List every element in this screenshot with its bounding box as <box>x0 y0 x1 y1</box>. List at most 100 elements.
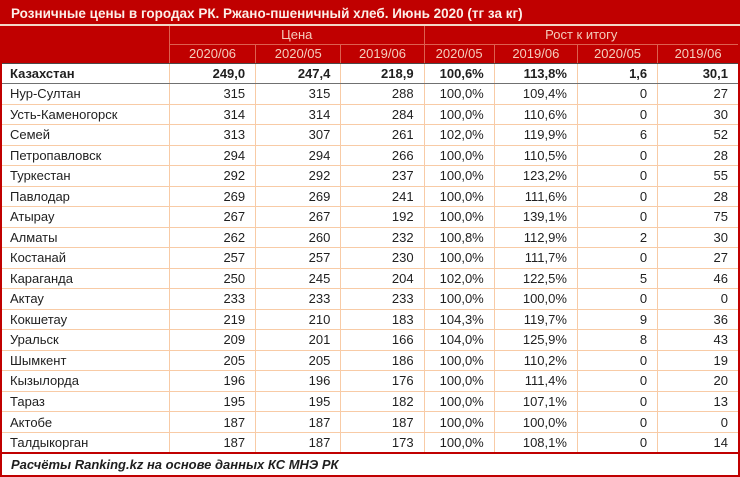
value-cell: 269 <box>168 185 257 208</box>
value-cell: 288 <box>340 83 425 105</box>
table-row: Кызылорда 196 196 176 100,0% 111,4% 0 20 <box>0 370 740 392</box>
table-row: Петропавловск 294 294 266 100,0% 110,5% 0 28 <box>0 144 740 167</box>
table-row: Алматы 262 260 232 100,8% 112,9% 2 30 <box>0 226 740 249</box>
value-cell: 6 <box>576 124 659 146</box>
value-cell: 75 <box>657 206 740 228</box>
table-row: Кокшетау 219 210 183 104,3% 119,7% 9 36 <box>0 308 740 331</box>
region-name: Алматы <box>0 226 170 249</box>
table-row: Нур-Султан 315 315 288 100,0% 109,4% 0 27 <box>0 83 740 105</box>
col-header-price-3: 2019/06 <box>340 43 425 64</box>
value-cell: 0 <box>657 288 740 310</box>
value-cell: 0 <box>576 411 659 433</box>
region-name: Петропавловск <box>0 144 170 167</box>
value-cell: 266 <box>340 144 425 167</box>
title-row: Розничные цены в городах РК. Ржано-пшени… <box>1 1 739 26</box>
value-cell: 110,2% <box>493 349 578 372</box>
table-body: Казахстан 249,0 247,4 218,9 100,6% 113,8… <box>0 62 740 454</box>
value-cell: 245 <box>255 267 342 290</box>
value-cell: 187 <box>255 411 342 433</box>
value-cell: 100,0% <box>423 144 495 167</box>
value-cell: 100,0% <box>423 411 495 433</box>
value-cell: 109,4% <box>493 83 578 105</box>
value-cell: 315 <box>168 83 257 105</box>
value-cell: 9 <box>576 308 659 331</box>
value-cell: 196 <box>168 370 257 392</box>
table-row: Талдыкорган 187 187 173 100,0% 108,1% 0 14 <box>0 431 740 454</box>
footer-row: Расчёты Ranking.kz на основе данных КС М… <box>1 452 739 476</box>
table-row: Павлодар 269 269 241 100,0% 111,6% 0 28 <box>0 185 740 208</box>
value-cell: 100,0% <box>423 390 495 413</box>
value-cell: 205 <box>255 349 342 372</box>
value-cell: 307 <box>255 124 342 146</box>
value-cell: 204 <box>340 267 425 290</box>
col-header-price-2: 2020/05 <box>255 43 342 64</box>
value-cell: 100,0% <box>423 349 495 372</box>
value-cell: 247,4 <box>255 62 342 85</box>
value-cell: 267 <box>255 206 342 228</box>
region-name: Атырау <box>0 206 170 228</box>
value-cell: 111,4% <box>493 370 578 392</box>
value-cell: 233 <box>255 288 342 310</box>
value-cell: 250 <box>168 267 257 290</box>
value-cell: 43 <box>657 329 740 351</box>
value-cell: 100,0% <box>423 288 495 310</box>
value-cell: 14 <box>657 431 740 454</box>
table-row: Семей 313 307 261 102,0% 119,9% 6 52 <box>0 124 740 146</box>
value-cell: 125,9% <box>493 329 578 351</box>
value-cell: 315 <box>255 83 342 105</box>
region-name: Кокшетау <box>0 308 170 331</box>
value-cell: 173 <box>340 431 425 454</box>
table-row: Уральск 209 201 166 104,0% 125,9% 8 43 <box>0 329 740 351</box>
region-name: Костанай <box>0 247 170 269</box>
value-cell: 20 <box>657 370 740 392</box>
value-cell: 241 <box>340 185 425 208</box>
col-header-growth-4: 2019/06 <box>657 43 740 64</box>
value-cell: 230 <box>340 247 425 269</box>
value-cell: 176 <box>340 370 425 392</box>
region-name: Талдыкорган <box>0 431 170 454</box>
value-cell: 232 <box>340 226 425 249</box>
value-cell: 19 <box>657 349 740 372</box>
table-header: Розничные цены в городах РК. Ржано-пшени… <box>0 1 740 64</box>
value-cell: 27 <box>657 83 740 105</box>
value-cell: 122,5% <box>493 267 578 290</box>
value-cell: 257 <box>255 247 342 269</box>
value-cell: 1,6 <box>576 62 659 85</box>
value-cell: 5 <box>576 267 659 290</box>
value-cell: 260 <box>255 226 342 249</box>
region-name: Караганда <box>0 267 170 290</box>
value-cell: 187 <box>340 411 425 433</box>
table-row: Туркестан 292 292 237 100,0% 123,2% 0 55 <box>0 165 740 187</box>
value-cell: 0 <box>576 390 659 413</box>
value-cell: 30,1 <box>657 62 740 85</box>
value-cell: 0 <box>576 165 659 187</box>
value-cell: 2 <box>576 226 659 249</box>
price-group-header: Цена <box>168 24 425 45</box>
value-cell: 186 <box>340 349 425 372</box>
region-column-header <box>0 24 170 64</box>
table-footer: Расчёты Ranking.kz на основе данных КС М… <box>1 452 739 476</box>
value-cell: 110,5% <box>493 144 578 167</box>
value-cell: 205 <box>168 349 257 372</box>
value-cell: 218,9 <box>340 62 425 85</box>
value-cell: 104,3% <box>423 308 495 331</box>
value-cell: 0 <box>576 349 659 372</box>
value-cell: 13 <box>657 390 740 413</box>
value-cell: 100,6% <box>423 62 495 85</box>
value-cell: 28 <box>657 144 740 167</box>
value-cell: 100,0% <box>423 370 495 392</box>
value-cell: 100,0% <box>423 165 495 187</box>
value-cell: 0 <box>576 144 659 167</box>
value-cell: 195 <box>168 390 257 413</box>
value-cell: 30 <box>657 103 740 126</box>
value-cell: 100,0% <box>493 411 578 433</box>
region-name: Шымкент <box>0 349 170 372</box>
value-cell: 0 <box>576 247 659 269</box>
value-cell: 182 <box>340 390 425 413</box>
value-cell: 313 <box>168 124 257 146</box>
value-cell: 113,8% <box>493 62 578 85</box>
table-row: Усть-Каменогорск 314 314 284 100,0% 110,6% 0 30 <box>0 103 740 126</box>
value-cell: 110,6% <box>493 103 578 126</box>
value-cell: 100,0% <box>423 431 495 454</box>
value-cell: 52 <box>657 124 740 146</box>
